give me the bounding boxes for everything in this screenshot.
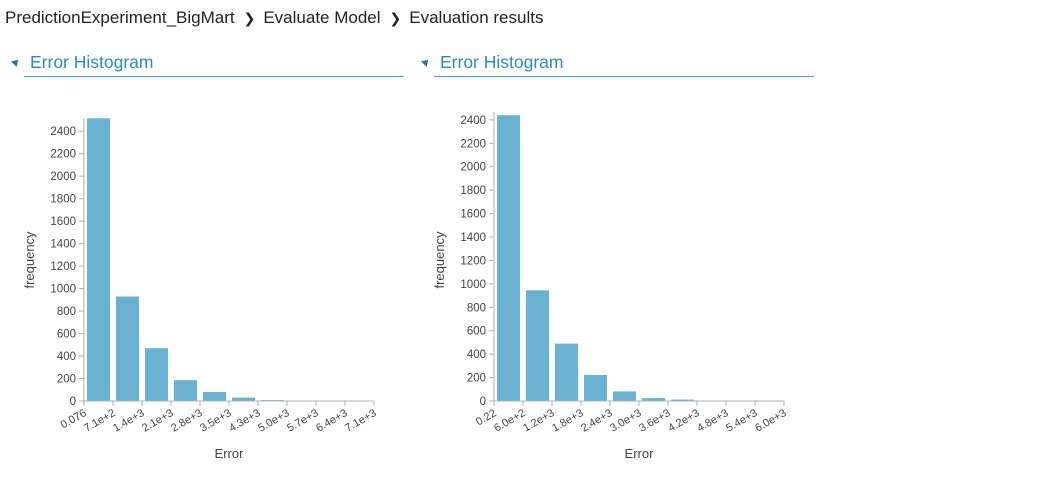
histogram-bar <box>203 392 226 401</box>
x-tick-label: 5.0e+3 <box>256 407 291 434</box>
breadcrumb-experiment[interactable]: PredictionExperiment_BigMart <box>5 8 235 27</box>
y-tick-label: 600 <box>57 329 76 341</box>
x-tick-label: 5.7e+3 <box>285 407 320 434</box>
breadcrumb-evaluation-results: Evaluation results <box>409 8 544 27</box>
y-tick-label: 1400 <box>50 239 76 251</box>
x-tick-label: 7.1e+3 <box>343 407 378 434</box>
x-tick-label: 2.8e+3 <box>169 407 204 434</box>
panel-title-2: Error Histogram <box>440 51 564 72</box>
histogram-bar <box>145 348 168 401</box>
x-tick-label: 1.4e+3 <box>111 407 146 434</box>
y-tick-label: 2400 <box>50 126 76 138</box>
breadcrumb-separator-icon: ❯ <box>389 9 402 26</box>
y-tick-label: 200 <box>57 374 76 386</box>
y-tick-label: 0 <box>70 396 76 408</box>
y-axis-title: frequency <box>22 231 37 289</box>
breadcrumb-separator-icon: ❯ <box>243 9 256 26</box>
y-tick-label: 400 <box>57 351 76 363</box>
x-tick-label: 6.4e+3 <box>314 407 349 434</box>
panel-header-1[interactable]: Error Histogram <box>11 48 404 77</box>
y-tick-label: 1000 <box>50 284 76 296</box>
histogram-bar <box>116 296 139 401</box>
y-tick-label: 1600 <box>50 216 76 228</box>
y-tick-label: 1200 <box>50 261 76 273</box>
y-tick-label: 1800 <box>50 194 76 206</box>
histogram-bar <box>174 380 197 401</box>
histogram-bar <box>87 118 110 402</box>
panel-header-2[interactable]: Error Histogram <box>421 48 814 77</box>
x-tick-label: 2.1e+3 <box>140 407 175 434</box>
error-histogram-panel-2: Error Histogram <box>421 48 814 77</box>
x-tick-label: 4.3e+3 <box>227 407 262 434</box>
x-axis-title: Error <box>215 446 245 461</box>
y-tick-label: 800 <box>57 306 76 318</box>
breadcrumb: PredictionExperiment_BigMart ❯ Evaluate … <box>5 8 543 28</box>
x-tick-label: 7.1e+2 <box>82 407 117 434</box>
y-tick-label: 2000 <box>50 171 76 183</box>
error-histogram-panel-1: Error Histogram <box>11 48 404 77</box>
x-tick-label: 3.5e+3 <box>198 407 233 434</box>
histogram-bar <box>232 397 255 401</box>
breadcrumb-evaluate-model[interactable]: Evaluate Model <box>263 8 381 27</box>
y-tick-label: 2200 <box>50 149 76 161</box>
panel-title-1: Error Histogram <box>30 51 154 72</box>
